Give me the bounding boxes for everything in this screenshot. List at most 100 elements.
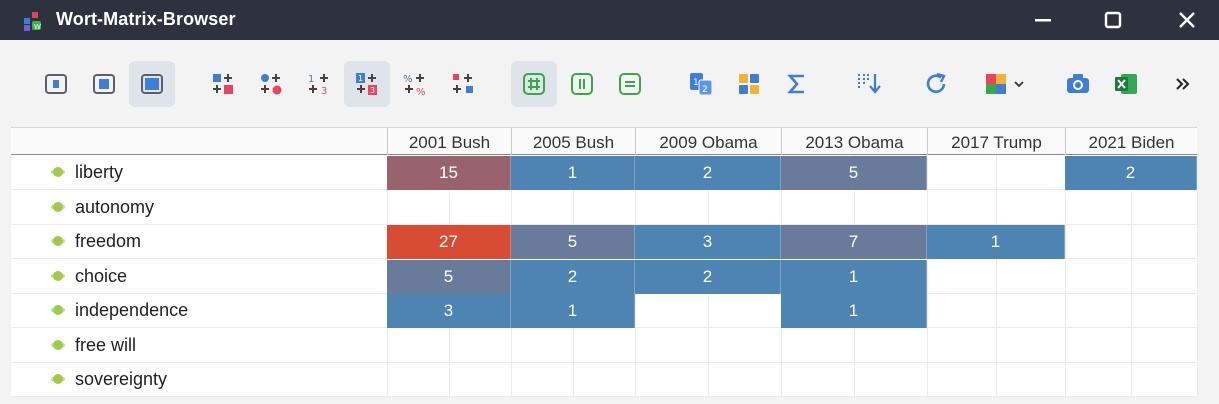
- matrix-cell[interactable]: 1: [781, 259, 927, 294]
- row-label[interactable]: autonomy: [11, 191, 387, 225]
- row-label[interactable]: independence: [11, 294, 387, 328]
- sort-icon: [858, 74, 881, 94]
- app-logo-icon: W: [24, 12, 41, 31]
- row-label[interactable]: freedom: [11, 225, 387, 259]
- more-button[interactable]: [1160, 61, 1206, 107]
- matrix-header: 2001 Bush 2005 Bush 2009 Obama 2013 Obama 20…: [11, 128, 1197, 155]
- row-word: free will: [75, 334, 137, 355]
- row-word: choice: [75, 265, 128, 286]
- matrix-cell[interactable]: 3: [635, 225, 781, 259]
- svg-text:W: W: [34, 23, 41, 31]
- maximize-button[interactable]: [1081, 0, 1145, 40]
- svg-text:1: 1: [693, 78, 699, 88]
- camera-icon: [1067, 74, 1089, 93]
- matrix-cell[interactable]: 1: [781, 294, 927, 328]
- refresh-icon: [926, 72, 946, 93]
- row-label[interactable]: sovereignty: [11, 363, 387, 397]
- column-header[interactable]: 2017 Trump: [927, 128, 1065, 155]
- svg-text:%: %: [403, 74, 413, 85]
- hash-grid-icon: [523, 73, 545, 95]
- matrix-cell[interactable]: 1: [511, 156, 635, 190]
- color-scheme-dropdown-icon: [986, 74, 1024, 94]
- column-header[interactable]: 2021 Biden: [1065, 128, 1197, 155]
- matrix-cell[interactable]: 7: [781, 225, 927, 259]
- matrix-row[interactable]: free will: [11, 329, 1197, 363]
- word-matrix: 2001 Bush 2005 Bush 2009 Obama 2013 Obama 20…: [11, 127, 1198, 398]
- display-swap-icon: [453, 74, 473, 93]
- matrix-cell[interactable]: 2: [635, 259, 781, 294]
- column-header[interactable]: 2013 Obama: [781, 128, 927, 155]
- excel-export-button[interactable]: [1103, 61, 1149, 107]
- matrix-cell[interactable]: 2: [1065, 156, 1197, 190]
- grid-line: [927, 155, 928, 398]
- matrix-row[interactable]: liberty 15 1 2 5 2: [11, 156, 1197, 190]
- view-large-frame-icon: [141, 74, 163, 94]
- matrix-cell[interactable]: 1: [511, 294, 635, 328]
- row-label[interactable]: free will: [11, 329, 387, 363]
- row-word: freedom: [75, 231, 142, 251]
- display-squares-button[interactable]: [200, 61, 246, 107]
- display-swap-button[interactable]: [440, 61, 486, 107]
- matrix-cell[interactable]: 27: [387, 225, 511, 259]
- columns-button[interactable]: [559, 61, 605, 107]
- rows-button[interactable]: [607, 61, 653, 107]
- grid-hash-button[interactable]: [511, 61, 557, 107]
- display-circles-icon: [261, 74, 282, 95]
- view-medium-frame-button[interactable]: [81, 61, 127, 107]
- sum-button[interactable]: [774, 61, 820, 107]
- maximize-icon: [1104, 11, 1122, 29]
- matrix-row[interactable]: choice 5 2 2 1: [11, 259, 1197, 294]
- matrix-cell[interactable]: 3: [387, 294, 511, 328]
- cluster-button[interactable]: [726, 61, 772, 107]
- screenshot-button[interactable]: [1055, 61, 1101, 107]
- more-chevrons-icon: [1176, 78, 1190, 90]
- row-label[interactable]: choice: [11, 260, 387, 294]
- code-bullet-icon: [51, 167, 65, 177]
- minimize-icon: [1035, 19, 1051, 22]
- matrix-row[interactable]: autonomy: [11, 191, 1197, 225]
- row-label[interactable]: liberty: [11, 156, 387, 190]
- matrix-cell[interactable]: 15: [387, 156, 511, 190]
- display-numbers-colored-icon: 13: [356, 73, 377, 95]
- row-word: liberty: [75, 162, 124, 182]
- code-bullet-icon: [51, 236, 65, 246]
- display-numbers-icon: 13: [308, 74, 328, 97]
- matrix-cell[interactable]: 5: [387, 259, 511, 294]
- row-word: sovereignty: [75, 369, 168, 389]
- minimize-button[interactable]: [1011, 0, 1075, 40]
- svg-text:2: 2: [702, 85, 708, 95]
- display-circles-button[interactable]: [248, 61, 294, 107]
- matrix-row[interactable]: sovereignty: [11, 363, 1197, 397]
- view-large-frame-button[interactable]: [129, 61, 175, 107]
- window-title: Wort-Matrix-Browser: [56, 9, 236, 29]
- column-header[interactable]: 2005 Bush: [511, 128, 635, 155]
- svg-text:3: 3: [370, 86, 375, 95]
- matrix-row[interactable]: independence 3 1 1: [11, 294, 1197, 328]
- title-bar: W Wort-Matrix-Browser: [0, 0, 1219, 40]
- close-button[interactable]: [1155, 0, 1219, 40]
- excel-export-icon: [1115, 74, 1137, 94]
- matrix-row[interactable]: freedom 27 5 3 7 1: [11, 225, 1197, 259]
- grid-line: [1065, 155, 1066, 398]
- row-word: autonomy: [75, 196, 155, 217]
- display-percent-button[interactable]: %%: [392, 61, 438, 107]
- matrix-cell[interactable]: 5: [781, 156, 927, 190]
- column-header[interactable]: 2001 Bush: [387, 128, 511, 155]
- view-small-frame-button[interactable]: [33, 61, 79, 107]
- cluster-squares-icon: [739, 74, 759, 94]
- rows-icon: [619, 73, 641, 95]
- sort-button[interactable]: [845, 61, 891, 107]
- matrix-cell[interactable]: 5: [511, 225, 635, 259]
- color-scheme-dropdown[interactable]: [978, 61, 1034, 107]
- column-header[interactable]: 2009 Obama: [635, 128, 781, 155]
- code-bullet-icon: [51, 339, 65, 350]
- grid-line: [1131, 155, 1132, 398]
- matrix-cell[interactable]: 1: [927, 225, 1065, 259]
- display-percent-icon: %%: [403, 74, 426, 97]
- matrix-cell[interactable]: 2: [511, 259, 635, 294]
- refresh-button[interactable]: [913, 61, 959, 107]
- matrix-cell[interactable]: 2: [635, 156, 781, 190]
